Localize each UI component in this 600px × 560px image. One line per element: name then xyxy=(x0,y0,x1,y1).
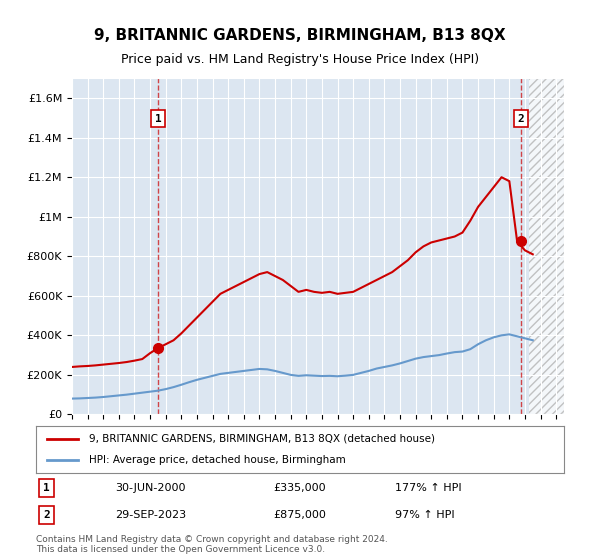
Text: 97% ↑ HPI: 97% ↑ HPI xyxy=(395,510,455,520)
Text: 1: 1 xyxy=(155,114,161,124)
Text: 2: 2 xyxy=(43,510,50,520)
Text: Contains HM Land Registry data © Crown copyright and database right 2024.
This d: Contains HM Land Registry data © Crown c… xyxy=(36,535,388,554)
Text: Price paid vs. HM Land Registry's House Price Index (HPI): Price paid vs. HM Land Registry's House … xyxy=(121,53,479,66)
Text: £875,000: £875,000 xyxy=(274,510,326,520)
Text: 9, BRITANNIC GARDENS, BIRMINGHAM, B13 8QX: 9, BRITANNIC GARDENS, BIRMINGHAM, B13 8Q… xyxy=(94,28,506,43)
Text: 9, BRITANNIC GARDENS, BIRMINGHAM, B13 8QX (detached house): 9, BRITANNIC GARDENS, BIRMINGHAM, B13 8Q… xyxy=(89,434,435,444)
Text: 30-JUN-2000: 30-JUN-2000 xyxy=(115,483,186,493)
Text: HPI: Average price, detached house, Birmingham: HPI: Average price, detached house, Birm… xyxy=(89,455,346,465)
Text: 29-SEP-2023: 29-SEP-2023 xyxy=(115,510,187,520)
Text: 2: 2 xyxy=(518,114,524,124)
Text: 177% ↑ HPI: 177% ↑ HPI xyxy=(395,483,461,493)
Text: £335,000: £335,000 xyxy=(274,483,326,493)
Text: 1: 1 xyxy=(43,483,50,493)
